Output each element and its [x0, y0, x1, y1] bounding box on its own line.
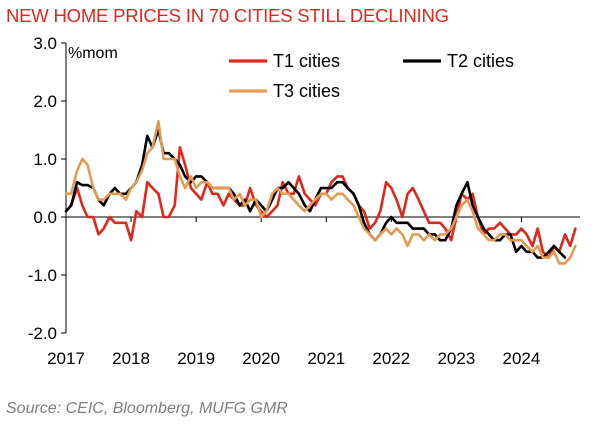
- y-axis-label: %mom: [68, 45, 118, 62]
- y-tick-label: 0.0: [33, 208, 57, 227]
- series-lines: [64, 120, 577, 265]
- x-tick-label: 2017: [47, 349, 85, 368]
- source-note: Source: CEIC, Bloomberg, MUFG GMR: [6, 400, 288, 417]
- y-tick-label: -1.0: [28, 266, 57, 285]
- x-tick-label: 2022: [372, 349, 410, 368]
- x-tick-label: 2020: [242, 349, 280, 368]
- legend-label: T3 cities: [273, 81, 340, 101]
- y-tick-label: 2.0: [33, 92, 57, 111]
- x-tick-label: 2021: [307, 349, 345, 368]
- legend-label: T2 cities: [447, 51, 514, 71]
- x-axis: 2017 2018 2019 2020 2021 2022 2023 2024: [47, 216, 580, 368]
- x-tick-label: 2024: [503, 349, 541, 368]
- y-axis: 3.0 2.0 1.0 0.0 -1.0 -2.0: [28, 34, 67, 343]
- x-tick-label: 2018: [112, 349, 150, 368]
- x-tick-label: 2023: [437, 349, 475, 368]
- y-tick-label: -2.0: [28, 324, 57, 343]
- x-tick-label: 2019: [177, 349, 215, 368]
- chart-title: NEW HOME PRICES IN 70 CITIES STILL DECLI…: [6, 5, 449, 26]
- y-tick-label: 1.0: [33, 150, 57, 169]
- y-tick-label: 3.0: [33, 34, 57, 53]
- legend-label: T1 cities: [273, 51, 340, 71]
- series-line-3: [64, 120, 577, 265]
- series-line-2: [64, 128, 567, 259]
- chart-legend: T1 cities T2 cities T3 cities: [229, 51, 514, 101]
